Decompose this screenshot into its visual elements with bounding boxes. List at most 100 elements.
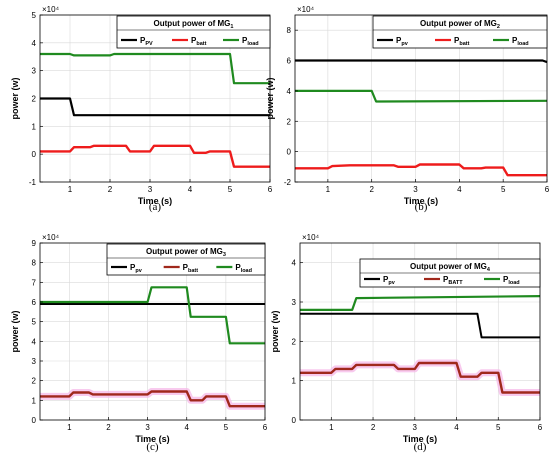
x-tick-label: 2	[371, 423, 376, 432]
legend-title: Output power of MG4	[410, 262, 491, 273]
axis-exponent: ×10⁴	[297, 5, 315, 14]
x-tick-label: 2	[369, 185, 374, 194]
x-tick-label: 5	[224, 423, 229, 432]
series-line-3	[300, 361, 540, 394]
x-tick-label: 5	[496, 423, 501, 432]
series-line-3	[40, 144, 270, 168]
y-tick-label: 2	[32, 95, 37, 104]
y-tick-label: 1	[32, 122, 37, 131]
legend-entry-label: Pload	[235, 263, 252, 274]
y-tick-label: -1	[29, 178, 37, 187]
y-tick-label: 6	[32, 298, 37, 307]
x-tick-label: 4	[185, 423, 190, 432]
series-line-2	[300, 312, 540, 339]
panel-caption: (d)	[414, 441, 427, 453]
x-tick-label: 4	[188, 185, 193, 194]
y-axis-label: power (w)	[270, 310, 280, 352]
x-tick-label: 2	[108, 185, 113, 194]
legend-entry-label: Pbatt	[454, 36, 470, 47]
axes-box	[294, 14, 548, 183]
x-axis-label: Time (s)	[138, 196, 172, 206]
series-line-2	[295, 89, 548, 103]
x-tick-label: 1	[326, 185, 331, 194]
legend-box	[372, 15, 548, 49]
legend-entry-label: PPV	[140, 36, 153, 47]
chart-panel-3: 1 2 3 4 5 6 0 1 2 3 4 5 6 7 8 9 ×10⁴ Time (s) power (w) Out…	[10, 233, 268, 453]
panel-caption: (a)	[149, 201, 162, 213]
x-tick-label: 6	[545, 185, 550, 194]
y-axis-label: power (w)	[10, 77, 20, 119]
y-tick-label: 1	[32, 396, 37, 405]
legend: Output power of MG2 Ppv Pbatt Pload	[372, 15, 548, 49]
x-tick-label: 1	[329, 423, 334, 432]
legend-entry-label: Ppv	[383, 275, 396, 286]
y-axis-label: power (w)	[265, 77, 275, 119]
chart-panel-4: 1 2 3 4 5 6 0 1 2 3 4 ×10⁴ Time (s) power (w) Output p…	[270, 233, 543, 453]
y-tick-label: 2	[32, 377, 37, 386]
x-axis-label: Time (s)	[135, 434, 169, 444]
x-tick-label: 1	[68, 185, 73, 194]
legend-entry-label: Pload	[503, 275, 520, 286]
y-tick-label: 8	[287, 26, 292, 35]
axis-exponent: ×10⁴	[42, 5, 60, 14]
y-tick-label: 3	[32, 67, 37, 76]
y-tick-label: 9	[32, 239, 37, 248]
x-tick-label: 6	[538, 423, 543, 432]
x-tick-label: 1	[67, 423, 72, 432]
x-tick-label: 5	[501, 185, 506, 194]
y-tick-label: 0	[287, 148, 292, 157]
legend-entry-label: Ppv	[396, 36, 409, 47]
y-tick-label: 0	[32, 150, 37, 159]
y-tick-label: 0	[292, 416, 297, 425]
x-tick-label: 6	[268, 185, 273, 194]
y-tick-label: 5	[32, 11, 37, 20]
y-tick-label: 6	[287, 57, 292, 66]
axis-exponent: ×10⁴	[302, 233, 320, 242]
legend-entry-label: PBATT	[443, 275, 463, 286]
legend-entry-label: Pload	[512, 36, 529, 47]
y-tick-label: 3	[32, 357, 37, 366]
y-tick-label: 2	[292, 337, 297, 346]
y-tick-label: 4	[32, 39, 37, 48]
series-line-2	[40, 97, 270, 117]
panel-caption: (b)	[415, 201, 428, 213]
x-axis-label: Time (s)	[403, 434, 437, 444]
x-tick-label: 6	[263, 423, 268, 432]
y-tick-label: 3	[292, 298, 297, 307]
series-line-1	[295, 59, 548, 64]
x-tick-label: 3	[413, 185, 418, 194]
y-tick-label: 2	[287, 117, 292, 126]
series-line-2	[40, 286, 265, 345]
legend-title: Output power of MG2	[420, 19, 500, 30]
chart-panel-1: 1 2 3 4 5 6 -1 0 1 2 3 4 5 ×10⁴ Time (s) power (w) Outpu…	[10, 5, 273, 213]
axis-exponent: ×10⁴	[42, 233, 60, 242]
legend-entry-label: Ppv	[130, 263, 143, 274]
y-tick-label: -2	[284, 178, 292, 187]
axes-box	[299, 242, 541, 421]
x-tick-label: 5	[228, 185, 233, 194]
series-line-1	[300, 295, 541, 311]
y-tick-label: 4	[287, 87, 292, 96]
legend-entry-label: Pbatt	[183, 263, 199, 274]
y-tick-label: 7	[32, 278, 37, 287]
y-tick-label: 5	[32, 318, 37, 327]
legend-box	[106, 243, 266, 276]
legend-entry-label: Pload	[242, 36, 259, 47]
y-axis-label: power (w)	[10, 310, 20, 352]
series-line-1	[40, 52, 270, 85]
x-tick-label: 2	[106, 423, 111, 432]
axes-box	[39, 242, 266, 421]
chart-panel-2: 1 2 3 4 5 6 -2 0 2 4 6 8 ×10⁴ Time (s) power (w) Output…	[265, 5, 550, 213]
y-tick-label: 1	[292, 377, 297, 386]
legend-box	[116, 15, 271, 49]
series-line-3	[40, 390, 265, 408]
panel-caption: (c)	[146, 441, 159, 453]
x-tick-label: 3	[145, 423, 150, 432]
x-tick-label: 4	[454, 423, 459, 432]
x-tick-label: 3	[413, 423, 418, 432]
y-tick-label: 8	[32, 259, 37, 268]
x-tick-label: 4	[457, 185, 462, 194]
